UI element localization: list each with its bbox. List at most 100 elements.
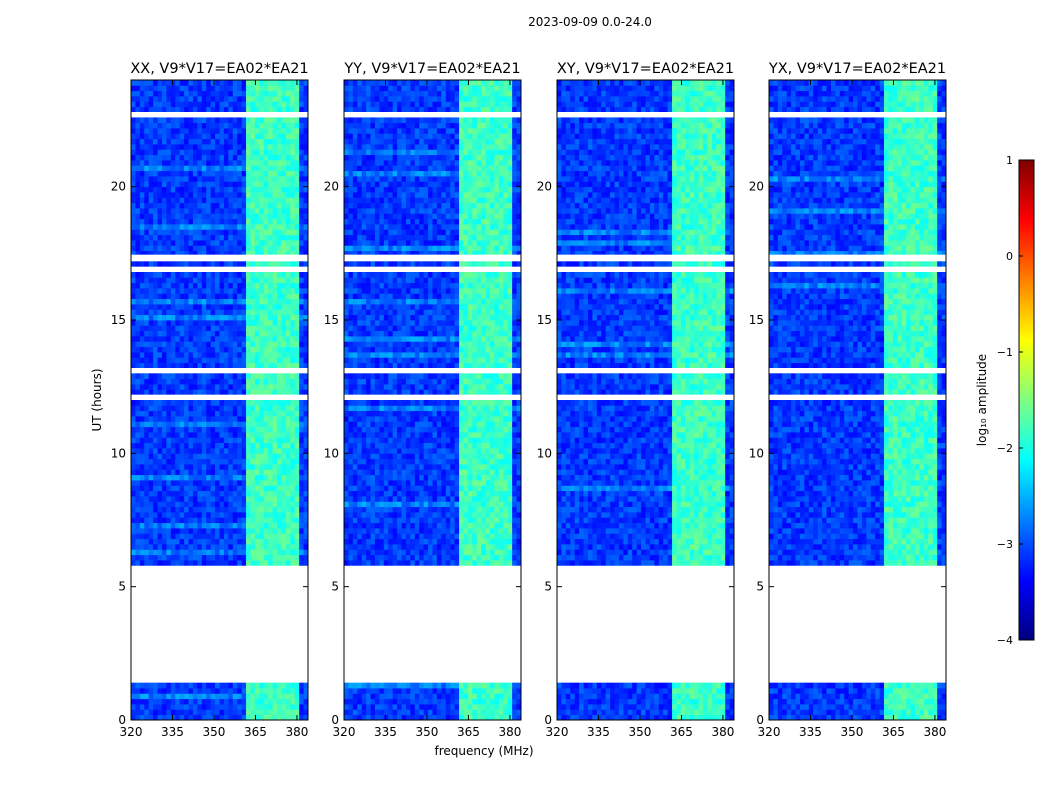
heatmap-cell — [273, 293, 278, 299]
heatmap-cell — [202, 352, 207, 358]
heatmap-cell — [193, 389, 198, 395]
heatmap-cell — [206, 203, 211, 209]
heatmap-cell — [246, 245, 251, 251]
heatmap-cell — [472, 704, 477, 710]
heatmap-cell — [295, 352, 300, 358]
heatmap-cell — [428, 688, 433, 694]
heatmap-cell — [259, 208, 264, 214]
heatmap-cell — [153, 197, 158, 203]
heatmap-cell — [246, 683, 251, 689]
heatmap-cell — [193, 443, 198, 449]
heatmap-cell — [468, 491, 473, 497]
heatmap-cell — [402, 496, 407, 502]
heatmap-cell — [290, 421, 295, 427]
heatmap-cell — [206, 389, 211, 395]
heatmap-cell — [162, 283, 167, 289]
heatmap-cell — [171, 709, 176, 715]
heatmap-cell — [410, 512, 415, 518]
heatmap-cell — [295, 443, 300, 449]
heatmap-cell — [237, 533, 242, 539]
heatmap-cell — [220, 197, 225, 203]
heatmap-cell — [180, 560, 185, 566]
heatmap-cell — [273, 379, 278, 385]
heatmap-cell — [250, 128, 255, 134]
heatmap-cell — [255, 501, 260, 507]
heatmap-cell — [158, 363, 163, 369]
heatmap-cell — [437, 491, 442, 497]
heatmap-cell — [184, 224, 189, 230]
heatmap-cell — [508, 523, 513, 529]
heatmap-cell — [268, 683, 273, 689]
heatmap-cell — [224, 91, 229, 97]
heatmap-cell — [166, 453, 171, 459]
heatmap-cell — [228, 133, 233, 139]
heatmap-cell — [273, 453, 278, 459]
heatmap-cell — [268, 416, 273, 422]
heatmap-cell — [384, 560, 389, 566]
heatmap-cell — [264, 693, 269, 699]
heatmap-cell — [140, 123, 145, 129]
heatmap-cell — [286, 699, 291, 705]
heatmap-cell — [494, 512, 499, 518]
heatmap-cell — [419, 469, 424, 475]
heatmap-cell — [477, 501, 482, 507]
heatmap-cell — [131, 277, 136, 283]
heatmap-cell — [180, 304, 185, 310]
heatmap-cell — [158, 416, 163, 422]
heatmap-cell — [410, 704, 415, 710]
heatmap-cell — [286, 405, 291, 411]
heatmap-cell — [242, 709, 247, 715]
heatmap-cell — [424, 507, 429, 513]
heatmap-cell — [295, 245, 300, 251]
heatmap-cell — [259, 501, 264, 507]
heatmap-cell — [268, 400, 273, 406]
heatmap-cell — [295, 528, 300, 534]
heatmap-cell — [366, 528, 371, 534]
heatmap-cell — [171, 341, 176, 347]
heatmap-cell — [273, 693, 278, 699]
heatmap-cell — [171, 363, 176, 369]
heatmap-cell — [193, 197, 198, 203]
heatmap-cell — [348, 464, 353, 470]
heatmap-cell — [353, 469, 358, 475]
heatmap-cell — [281, 272, 286, 278]
heatmap-cell — [166, 91, 171, 97]
heatmap-cell — [446, 464, 451, 470]
heatmap-cell — [237, 363, 242, 369]
heatmap-cell — [206, 709, 211, 715]
heatmap-cell — [281, 485, 286, 491]
heatmap-cell — [184, 203, 189, 209]
heatmap-cell — [180, 544, 185, 550]
heatmap-cell — [144, 197, 149, 203]
heatmap-cell — [135, 347, 140, 353]
heatmap-cell — [237, 336, 242, 342]
heatmap-cell — [153, 155, 158, 161]
heatmap-cell — [255, 363, 260, 369]
heatmap-cell — [286, 235, 291, 241]
heatmap-cell — [446, 560, 451, 566]
heatmap-cell — [184, 208, 189, 214]
heatmap-cell — [171, 91, 176, 97]
heatmap-cell — [140, 197, 145, 203]
heatmap-cell — [144, 144, 149, 150]
heatmap-cell — [140, 453, 145, 459]
heatmap-cell — [410, 491, 415, 497]
heatmap-cell — [419, 699, 424, 705]
heatmap-cell — [268, 91, 273, 97]
heatmap-cell — [171, 245, 176, 251]
heatmap-cell — [162, 363, 167, 369]
heatmap-cell — [357, 693, 362, 699]
heatmap-cell — [299, 336, 304, 342]
heatmap-cell — [162, 352, 167, 358]
heatmap-cell — [441, 693, 446, 699]
heatmap-cell — [162, 475, 167, 481]
heatmap-cell — [224, 416, 229, 422]
heatmap-cell — [180, 96, 185, 102]
heatmap-cell — [215, 181, 220, 187]
heatmap-cell — [144, 480, 149, 486]
heatmap-cell — [237, 512, 242, 518]
heatmap-cell — [131, 352, 136, 358]
heatmap-cell — [259, 107, 264, 113]
heatmap-cell — [197, 277, 202, 283]
heatmap-cell — [250, 421, 255, 427]
